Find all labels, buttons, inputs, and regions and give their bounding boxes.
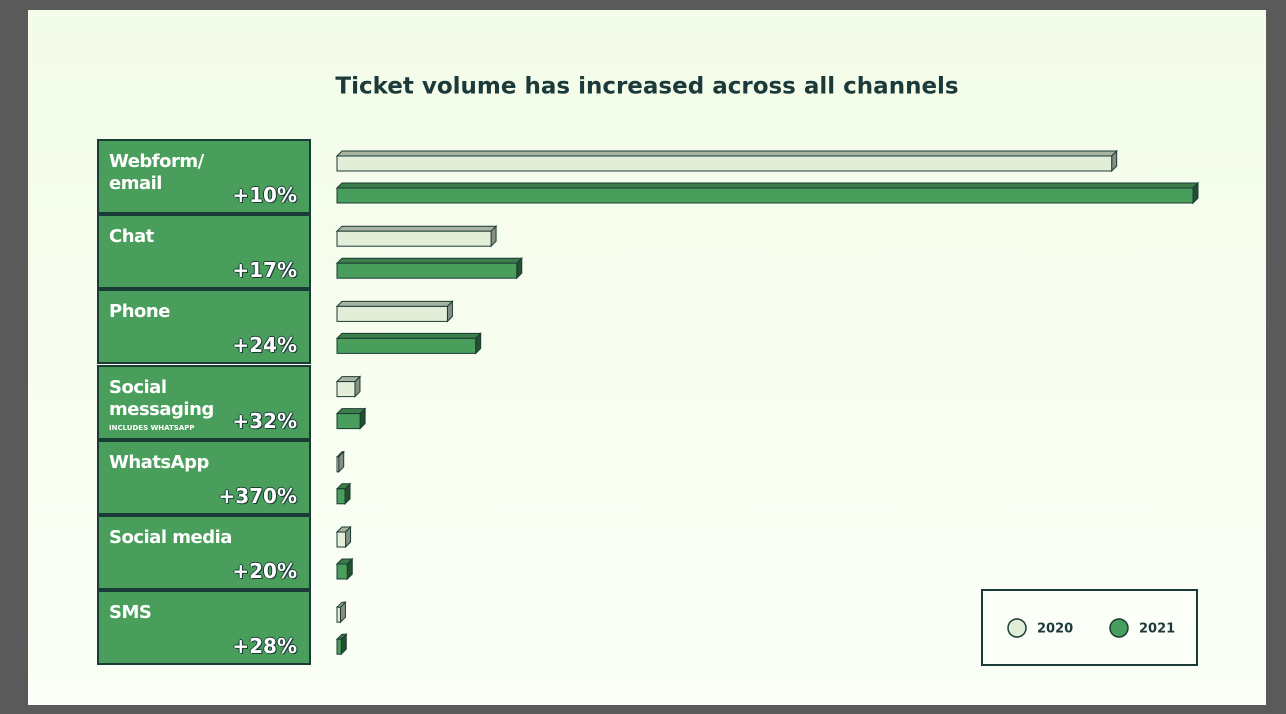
bar-top bbox=[335, 150, 1118, 157]
bar-top bbox=[335, 182, 1200, 189]
category-label: Chat bbox=[109, 226, 154, 248]
category-box: Phone +24% bbox=[97, 289, 311, 365]
bar-top bbox=[335, 225, 498, 232]
bar-3d bbox=[335, 632, 348, 656]
change-label: +17% bbox=[232, 258, 297, 283]
category-box: Chat +17% bbox=[97, 214, 311, 290]
category-box: Webform/ email +10% bbox=[97, 139, 311, 214]
bar bbox=[336, 488, 346, 505]
change-label: +10% bbox=[232, 183, 297, 207]
bar bbox=[336, 606, 341, 623]
bar bbox=[336, 381, 356, 398]
category-label: Social media bbox=[109, 527, 232, 548]
bar bbox=[336, 230, 492, 247]
change-label: +370% bbox=[218, 483, 297, 508]
bar bbox=[336, 456, 340, 473]
bar bbox=[336, 187, 1194, 204]
category-box: SMS +28% bbox=[97, 590, 311, 666]
bar-3d bbox=[335, 300, 454, 323]
bar-3d bbox=[335, 482, 352, 506]
category-label: Social messaging bbox=[109, 376, 214, 420]
bar-3d bbox=[335, 407, 367, 430]
category-box: Social messaging INCLUDES WHATSAPP +32% bbox=[97, 364, 311, 440]
bar-3d bbox=[335, 525, 352, 549]
category-note: INCLUDES WHATSAPP bbox=[109, 423, 195, 432]
legend-swatch bbox=[1109, 618, 1129, 638]
bar bbox=[336, 155, 1113, 172]
bar-3d bbox=[335, 256, 523, 280]
legend-swatch bbox=[1007, 618, 1027, 638]
bar bbox=[336, 413, 361, 430]
change-label: +20% bbox=[232, 559, 297, 583]
category-label: WhatsApp bbox=[109, 451, 209, 473]
bar-3d bbox=[335, 149, 1118, 173]
category-label: Phone bbox=[109, 301, 170, 323]
bar-3d bbox=[335, 224, 498, 248]
category-label: Webform/ email bbox=[109, 151, 204, 194]
bar-top bbox=[335, 332, 482, 339]
legend-label: 2020 bbox=[1037, 622, 1073, 637]
bar bbox=[336, 262, 518, 279]
bar bbox=[336, 305, 448, 322]
bar-3d bbox=[335, 600, 347, 624]
bar-3d bbox=[335, 332, 482, 355]
change-label: +24% bbox=[232, 333, 297, 358]
bar-3d bbox=[335, 557, 354, 581]
change-label: +32% bbox=[232, 408, 297, 433]
category-box: Social media +20% bbox=[97, 515, 311, 590]
category-box: WhatsApp +370% bbox=[97, 439, 311, 515]
bar-top bbox=[335, 257, 523, 264]
bar bbox=[336, 337, 477, 354]
bar bbox=[336, 563, 348, 580]
chart-title: Ticket volume has increased across all c… bbox=[335, 74, 958, 100]
legend-label: 2021 bbox=[1139, 622, 1175, 637]
bar-3d bbox=[335, 181, 1200, 205]
bar-3d bbox=[335, 450, 345, 474]
change-label: +28% bbox=[232, 634, 297, 659]
category-label: SMS bbox=[109, 602, 152, 624]
bar bbox=[336, 638, 342, 655]
bar-top bbox=[335, 300, 454, 307]
bar bbox=[336, 531, 347, 548]
bar-3d bbox=[335, 375, 362, 398]
